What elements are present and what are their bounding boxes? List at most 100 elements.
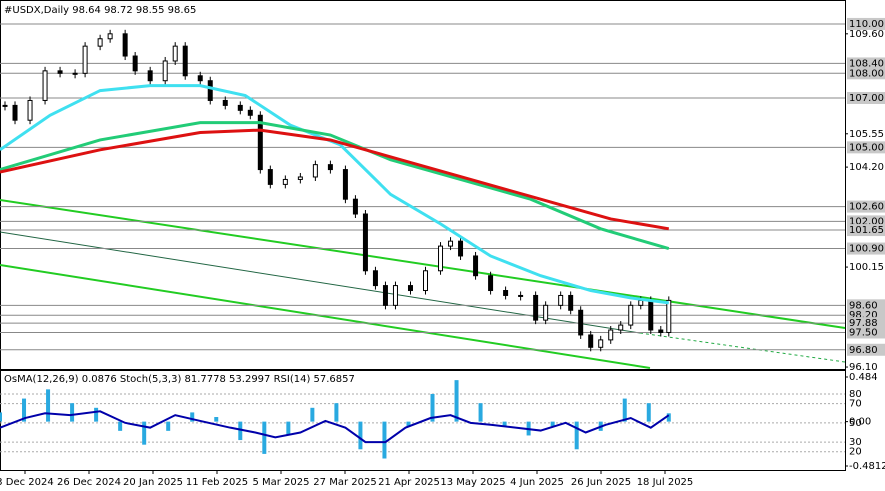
candle-body: [503, 290, 509, 296]
osma-bar: [46, 389, 51, 422]
candle-body: [297, 176, 303, 180]
y-tick-label: 98.60: [849, 300, 878, 311]
candle-body: [162, 60, 168, 82]
level-label-bg: [847, 17, 885, 30]
level-label-bg: [847, 91, 885, 104]
candle-body: [578, 309, 584, 336]
candle-body: [97, 38, 103, 47]
y-tick-label: 100.15: [849, 262, 884, 273]
candle-body: [588, 334, 594, 348]
candle-body: [392, 285, 398, 306]
y-tick-label: 98.20: [849, 310, 878, 321]
osma-bar: [0, 412, 2, 422]
candle-body: [327, 164, 333, 171]
y-tick-label: 102.60: [849, 202, 884, 213]
candle-body: [82, 45, 88, 74]
osma-bar: [382, 421, 387, 459]
candle-body: [2, 104, 8, 107]
osma-bar: [646, 403, 651, 422]
x-tick-label: 18 Jul 2025: [637, 477, 694, 488]
osma-bar: [550, 421, 555, 427]
candle-body: [237, 104, 243, 111]
candle-body: [132, 55, 138, 72]
osma-bar: [334, 403, 339, 422]
osma-bar: [118, 421, 123, 431]
x-tick-label: 4 Jun 2025: [510, 477, 564, 488]
osma-bar: [214, 417, 219, 422]
candle-body: [488, 275, 494, 292]
candle-body: [638, 299, 644, 306]
candle-body: [608, 329, 614, 341]
channel-line: [0, 264, 651, 369]
candle-body: [147, 70, 153, 82]
x-tick-label: 11 Feb 2025: [186, 477, 248, 488]
level-label-bg: [847, 326, 885, 339]
candle-body: [107, 33, 113, 40]
y2-tick-label: -0.4812: [849, 461, 885, 472]
candle-body: [352, 198, 358, 215]
y-tick-label: 108.40: [849, 58, 884, 69]
candle-body: [27, 99, 33, 121]
y-tick-label: 110.00: [849, 19, 884, 30]
x-tick-label: 3 Dec 2024: [0, 477, 54, 488]
candle-body: [282, 178, 288, 185]
y-tick-label: 50: [849, 418, 862, 429]
osma-bar: [406, 421, 411, 427]
y-tick-label: 20: [849, 447, 862, 458]
candle-body: [458, 240, 464, 257]
osma-bar: [286, 421, 291, 436]
candle-body: [257, 114, 263, 171]
candle-body: [207, 80, 213, 101]
x-tick-label: 5 Mar 2025: [252, 477, 309, 488]
y-tick-label: 97.88: [849, 318, 878, 329]
candle-body: [42, 70, 48, 101]
osma-bar: [142, 421, 147, 445]
candle-body: [666, 299, 672, 333]
y-tick-label: 107.00: [849, 93, 884, 104]
candle-body: [628, 304, 634, 326]
candle-body: [267, 169, 273, 185]
level-label-bg: [847, 299, 885, 312]
x-tick-label: 26 Dec 2024: [57, 477, 121, 488]
candle-body: [423, 270, 429, 292]
trend-line-ext: [639, 332, 846, 363]
y-tick-label: 102.00: [849, 216, 884, 227]
y-tick-label: 109.60: [849, 29, 884, 40]
osma-bar: [70, 403, 75, 422]
y-tick-label: 80: [849, 389, 862, 400]
candle-body: [558, 294, 564, 306]
level-label-bg: [847, 141, 885, 154]
y-tick-label: 96.10: [849, 362, 878, 373]
level-label-bg: [847, 242, 885, 255]
osma-bar: [622, 398, 627, 422]
candle-body: [312, 164, 318, 178]
candle-body: [473, 255, 479, 277]
osma-bar: [190, 412, 195, 422]
x-tick-label: 13 May 2025: [440, 477, 505, 488]
level-label-bg: [847, 224, 885, 237]
candle-body: [342, 169, 348, 200]
osma-bar: [358, 421, 363, 450]
osma-bar: [22, 398, 27, 422]
y-tick-label: 100.90: [849, 244, 884, 255]
candle-body: [533, 294, 539, 321]
candle-body: [598, 339, 604, 348]
candle-body: [122, 33, 128, 57]
osma-bar: [310, 407, 315, 422]
level-label-bg: [847, 57, 885, 70]
y2-tick-label: 0.00: [849, 417, 871, 428]
osma-bar: [430, 393, 435, 422]
candle-body: [518, 294, 524, 297]
y-tick-label: 101.65: [849, 225, 884, 236]
candle-body: [222, 99, 228, 106]
candle-body: [72, 72, 78, 75]
candle-body: [247, 109, 253, 116]
candle-body: [12, 104, 18, 121]
rsi-line: [0, 410, 670, 444]
x-tick-label: 21 Apr 2025: [378, 477, 440, 488]
osma-bar: [454, 380, 459, 422]
indicator-title: OsMA(12,26,9) 0.0876 Stoch(5,3,3) 81.777…: [4, 374, 355, 385]
candle-body: [568, 294, 574, 311]
candle-body: [362, 213, 368, 272]
